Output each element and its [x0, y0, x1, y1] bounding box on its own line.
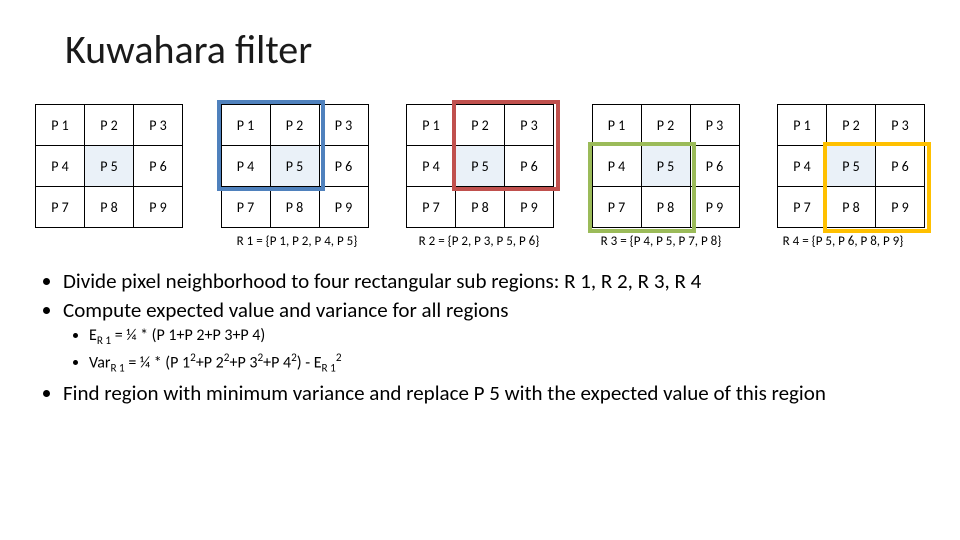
- cell-p5: P 5: [456, 146, 505, 187]
- cell-p2: P 2: [85, 105, 134, 146]
- cell-p5: P 5: [827, 146, 876, 187]
- grid-caption-2: R 2 = {P 2, P 3, P 5, P 6}: [397, 234, 561, 250]
- sub-bullet-2: VarR 1 = ¼ * (P 12+P 22+P 32+P 42) - ER …: [89, 351, 925, 376]
- cell-p9: P 9: [876, 187, 925, 228]
- cell-p1: P 1: [36, 105, 85, 146]
- cell-p7: P 7: [36, 187, 85, 228]
- grid-caption-0: [35, 234, 197, 250]
- pixel-grid-0: P 1P 2P 3 P 4P 5P 6 P 7P 8P 9: [35, 104, 183, 228]
- grid-block-3: P 1P 2P 3 P 4P 5P 6 P 7P 8P 9: [592, 104, 740, 228]
- cell-p9: P 9: [690, 187, 739, 228]
- cell-p8: P 8: [456, 187, 505, 228]
- cell-p8: P 8: [270, 187, 319, 228]
- grid-block-2: P 1P 2P 3 P 4P 5P 6 P 7P 8P 9: [406, 104, 554, 228]
- cell-p8: P 8: [641, 187, 690, 228]
- captions-row: R 1 = {P 1, P 2, P 4, P 5} R 2 = {P 2, P …: [35, 234, 925, 250]
- grid-caption-4: R 4 = {P 5, P 6, P 8, P 9}: [761, 234, 925, 250]
- bullet-list: Divide pixel neighborhood to four rectan…: [35, 268, 925, 408]
- cell-p6: P 6: [319, 146, 368, 187]
- cell-p8: P 8: [85, 187, 134, 228]
- cell-p6: P 6: [134, 146, 183, 187]
- cell-p1: P 1: [592, 105, 641, 146]
- cell-p9: P 9: [134, 187, 183, 228]
- cell-p6: P 6: [505, 146, 554, 187]
- cell-p3: P 3: [134, 105, 183, 146]
- cell-p5: P 5: [270, 146, 319, 187]
- cell-p7: P 7: [592, 187, 641, 228]
- cell-p7: P 7: [221, 187, 270, 228]
- cell-p5: P 5: [641, 146, 690, 187]
- slide-title: Kuwahara filter: [65, 25, 925, 74]
- cell-p6: P 6: [876, 146, 925, 187]
- cell-p4: P 4: [407, 146, 456, 187]
- cell-p4: P 4: [36, 146, 85, 187]
- cell-p5: P 5: [85, 146, 134, 187]
- grid-caption-1: R 1 = {P 1, P 2, P 4, P 5}: [215, 234, 379, 250]
- grids-row: P 1P 2P 3P 4P 5P 6P 7P 8P 9P 1P 2P 3P 4P…: [35, 104, 925, 228]
- cell-p7: P 7: [407, 187, 456, 228]
- cell-p9: P 9: [319, 187, 368, 228]
- cell-p1: P 1: [778, 105, 827, 146]
- cell-p1: P 1: [221, 105, 270, 146]
- grid-block-1: P 1P 2P 3 P 4P 5P 6 P 7P 8P 9: [221, 104, 369, 228]
- cell-p3: P 3: [690, 105, 739, 146]
- pixel-grid-1: P 1P 2P 3 P 4P 5P 6 P 7P 8P 9: [221, 104, 369, 228]
- cell-p3: P 3: [876, 105, 925, 146]
- bullet-2: Compute expected value and variance for …: [63, 297, 925, 324]
- bullet-1: Divide pixel neighborhood to four rectan…: [63, 268, 925, 295]
- slide: Kuwahara filter P 1P 2P 3P 4P 5P 6P 7P 8…: [0, 0, 960, 540]
- cell-p8: P 8: [827, 187, 876, 228]
- pixel-grid-2: P 1P 2P 3 P 4P 5P 6 P 7P 8P 9: [406, 104, 554, 228]
- cell-p4: P 4: [221, 146, 270, 187]
- cell-p3: P 3: [319, 105, 368, 146]
- cell-p3: P 3: [505, 105, 554, 146]
- pixel-grid-3: P 1P 2P 3 P 4P 5P 6 P 7P 8P 9: [592, 104, 740, 228]
- grid-block-0: P 1P 2P 3 P 4P 5P 6 P 7P 8P 9: [35, 104, 183, 228]
- cell-p4: P 4: [592, 146, 641, 187]
- cell-p2: P 2: [270, 105, 319, 146]
- sub-bullet-1: ER 1 = ¼ * (P 1+P 2+P 3+P 4): [89, 326, 925, 349]
- grid-caption-3: R 3 = {P 4, P 5, P 7, P 8}: [579, 234, 743, 250]
- cell-p6: P 6: [690, 146, 739, 187]
- cell-p2: P 2: [641, 105, 690, 146]
- cell-p2: P 2: [456, 105, 505, 146]
- grid-block-4: P 1P 2P 3 P 4P 5P 6 P 7P 8P 9: [777, 104, 925, 228]
- cell-p7: P 7: [778, 187, 827, 228]
- cell-p4: P 4: [778, 146, 827, 187]
- cell-p2: P 2: [827, 105, 876, 146]
- cell-p9: P 9: [505, 187, 554, 228]
- sub-bullets: ER 1 = ¼ * (P 1+P 2+P 3+P 4) VarR 1 = ¼ …: [61, 326, 925, 376]
- cell-p1: P 1: [407, 105, 456, 146]
- pixel-grid-4: P 1P 2P 3 P 4P 5P 6 P 7P 8P 9: [777, 104, 925, 228]
- bullet-3: Find region with minimum variance and re…: [63, 380, 925, 407]
